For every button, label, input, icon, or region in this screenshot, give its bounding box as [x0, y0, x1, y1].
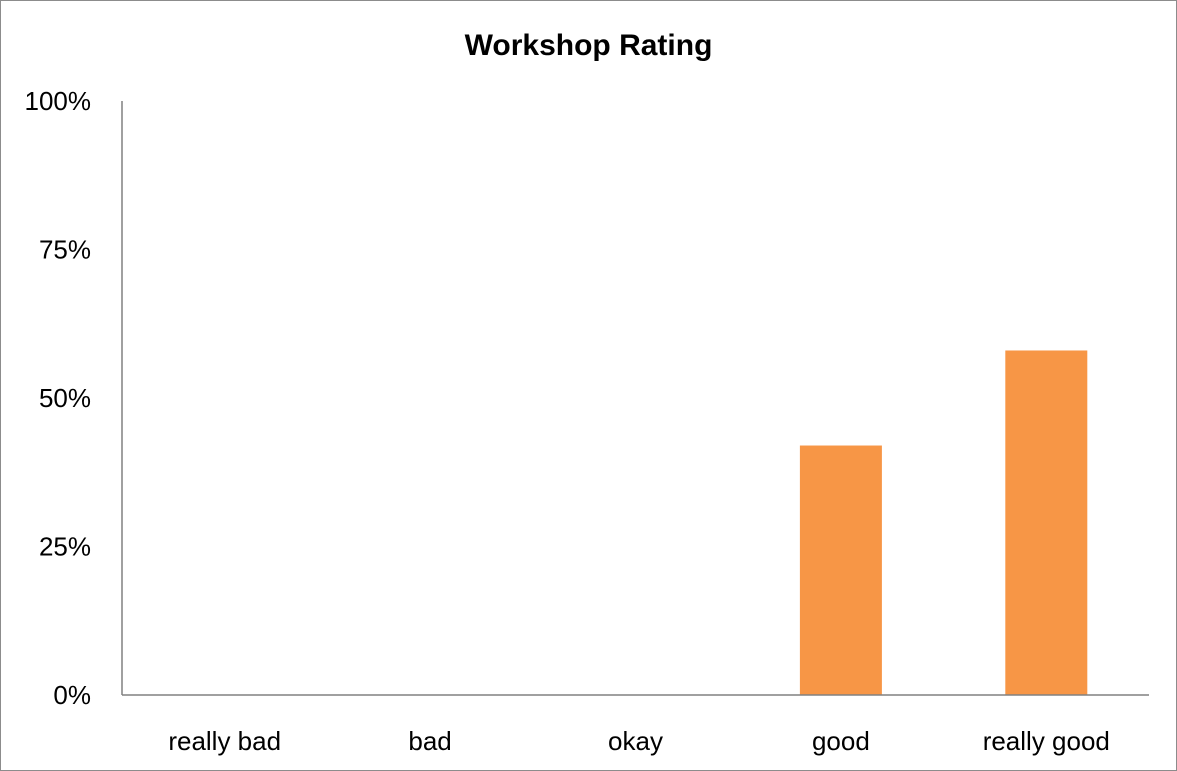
y-tick-label-75: 75%: [39, 235, 91, 265]
y-tick-label-0: 0%: [53, 680, 91, 710]
y-tick-label-50: 50%: [39, 383, 91, 413]
x-tick-label-good: good: [812, 726, 870, 756]
x-tick-label-really-good: really good: [983, 726, 1110, 756]
x-tick-label-really-bad: really bad: [168, 726, 281, 756]
bar-good: [799, 445, 882, 695]
x-tick-label-bad: bad: [408, 726, 451, 756]
x-tick-label-okay: okay: [608, 726, 663, 756]
bar-really-good: [1005, 350, 1088, 695]
y-tick-label-100: 100%: [25, 86, 92, 116]
y-tick-label-25: 25%: [39, 532, 91, 562]
chart-title: Workshop Rating: [464, 29, 713, 62]
